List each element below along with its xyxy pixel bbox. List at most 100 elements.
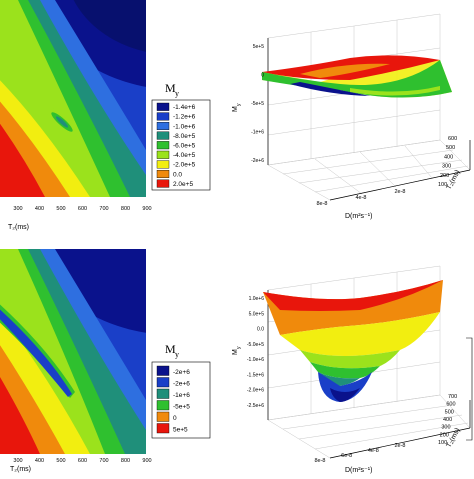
legend-title: M (165, 342, 176, 356)
contour-plot-top (0, 0, 146, 197)
z-ticks-top-right: 5e+5 0 -5e+5 -1e+6 -2e+6 (251, 44, 264, 164)
x-tick-label: 400 (35, 458, 44, 464)
x-tick-label: 8e-8 (314, 458, 325, 464)
legend-label: -2e+6 (173, 369, 190, 376)
z-axis-label-top-right: M (232, 106, 239, 112)
clipped-legend-edge (466, 337, 473, 441)
x-tick-label: 700 (99, 206, 108, 212)
y-tick-label: 700 (448, 394, 457, 400)
legend-title-sub: y (175, 89, 179, 98)
legend-swatch (156, 411, 170, 422)
x-tick-label: 8e-8 (316, 201, 327, 207)
legend-swatch (156, 377, 170, 388)
z-tick-label: 1.0e+6 (249, 296, 265, 302)
surface-plot-top: 5e+5 0 -5e+5 -1e+6 -2e+6 M y 8e-8 4e-8 2e-8 D(… (232, 13, 471, 220)
legend-swatch (156, 141, 170, 150)
x-tick-label: 600 (78, 458, 87, 464)
x-axis-label-top-left: T₂(ms) (8, 224, 29, 231)
y-tick-label: 600 (448, 136, 457, 142)
x-tick-label: 800 (121, 206, 130, 212)
legend-swatch (156, 121, 170, 130)
legend-swatch (156, 102, 170, 111)
legend-label: 2.0e+5 (173, 181, 193, 188)
y-tick-label: 200 (440, 432, 449, 438)
legend-bottom-left: M y -2e+6 -2e+6 -1e+6 -5e+5 0 5e+5 (151, 342, 211, 439)
legend-entries-top-left: -1.4e+6 -1.2e+6 -1.0e+6 -8.0e+5 -6.0e+5 -4.0e… (156, 102, 196, 188)
z-tick-label: -5.0e+5 (247, 342, 264, 348)
x-tick-label: 4e-8 (355, 195, 366, 201)
legend-label: -1.4e+6 (173, 104, 196, 111)
legend-label: -2.0e+5 (173, 162, 196, 169)
legend-swatch (156, 150, 170, 159)
legend-top-left: M y -1.4e+6-1.2e+6-1.0e+6-8.0e+5-6.0e+5-… (151, 81, 211, 191)
z-tick-label: -2e+6 (251, 158, 264, 164)
x-axis-label-top-right: D(m²s⁻¹) (345, 213, 372, 220)
legend-label: -1e+6 (173, 392, 190, 399)
legend-label: 0.0 (173, 171, 182, 178)
y-tick-label: 100 (438, 440, 447, 446)
legend-swatch (156, 179, 170, 188)
z-tick-label: -5e+5 (251, 101, 264, 107)
x-tick-label: 2e-8 (394, 189, 405, 195)
x-tick-label: 4e-8 (368, 448, 379, 454)
legend-entries-bottom-left: -2e+6 -2e+6 -1e+6 -5e+5 0 5e+5 (156, 365, 190, 434)
y-tick-label: 400 (443, 417, 452, 423)
x-ticks-top-right: 8e-8 4e-8 2e-8 (316, 189, 405, 207)
x-tick-label: 500 (56, 458, 65, 464)
x-tick-label: 400 (35, 206, 44, 212)
legend-label: -4.0e+5 (173, 152, 196, 159)
legend-swatch (156, 131, 170, 140)
z-axis-label-bottom-right: M (232, 349, 239, 355)
z-tick-label: 5.0e+5 (249, 311, 265, 317)
legend-label: 5e+5 (173, 427, 188, 434)
x-tick-label: 900 (142, 206, 151, 212)
legend-label: -2e+6 (173, 381, 190, 388)
x-ticks-top-left: 300 400 500 600 700 800 900 (13, 206, 151, 212)
x-tick-label: 6e-8 (341, 453, 352, 459)
legend-label: -8.0e+5 (173, 133, 196, 140)
legend-label: 0 (173, 415, 177, 422)
x-tick-label: 2e-8 (394, 443, 405, 449)
x-axis-label-bottom-right: D(m²s⁻¹) (345, 467, 372, 474)
y-tick-label: 100 (438, 182, 447, 188)
z-tick-label: 5e+5 (253, 44, 264, 50)
z-ticks-bottom-right: 1.0e+6 5.0e+5 0.0 -5.0e+5 -1.0e+6 -1.5e+6 -2.0… (247, 296, 264, 409)
legend-label: -6.0e+5 (173, 143, 196, 150)
z-axis-sub-bottom-right: y (236, 346, 242, 349)
legend-swatch (156, 365, 170, 376)
y-tick-label: 200 (440, 173, 449, 179)
x-axis-label-bottom-left: T₂(ms) (10, 466, 31, 473)
y-tick-label: 300 (441, 425, 450, 431)
x-ticks-bottom-right: 8e-8 6e-8 4e-8 2e-8 (314, 443, 405, 464)
x-tick-label: 800 (121, 458, 130, 464)
z-axis-sub-top-right: y (236, 103, 242, 106)
legend-swatch (156, 112, 170, 121)
legend-label: -1.2e+6 (173, 114, 196, 121)
x-tick-label: 900 (142, 458, 151, 464)
y-tick-label: 500 (445, 409, 454, 415)
contour-plot-bottom (0, 249, 146, 454)
surface-plot-bottom: 1.0e+6 5.0e+5 0.0 -5.0e+5 -1.0e+6 -1.5e+6 -2.0… (232, 265, 471, 474)
y-tick-label: 400 (444, 154, 453, 160)
z-tick-label: -2.5e+6 (247, 403, 264, 409)
legend-swatch (156, 160, 170, 169)
legend-title: M (165, 81, 176, 95)
x-tick-label: 500 (56, 206, 65, 212)
z-tick-label: -1.5e+6 (247, 372, 264, 378)
legend-title-sub: y (175, 350, 179, 359)
x-tick-label: 600 (78, 206, 87, 212)
z-tick-label: 0.0 (257, 327, 264, 333)
legend-swatch (156, 400, 170, 411)
z-tick-label: -1e+6 (251, 130, 264, 136)
x-tick-label: 700 (99, 458, 108, 464)
legend-swatch (156, 423, 170, 434)
z-tick-label: -1.0e+6 (247, 357, 264, 363)
y-tick-label: 300 (442, 164, 451, 170)
legend-label: -1.0e+6 (173, 123, 196, 130)
legend-label: -5e+5 (173, 404, 190, 411)
legend-swatch (156, 388, 170, 399)
z-tick-label: -2.0e+6 (247, 388, 264, 394)
y-tick-label: 500 (446, 145, 455, 151)
